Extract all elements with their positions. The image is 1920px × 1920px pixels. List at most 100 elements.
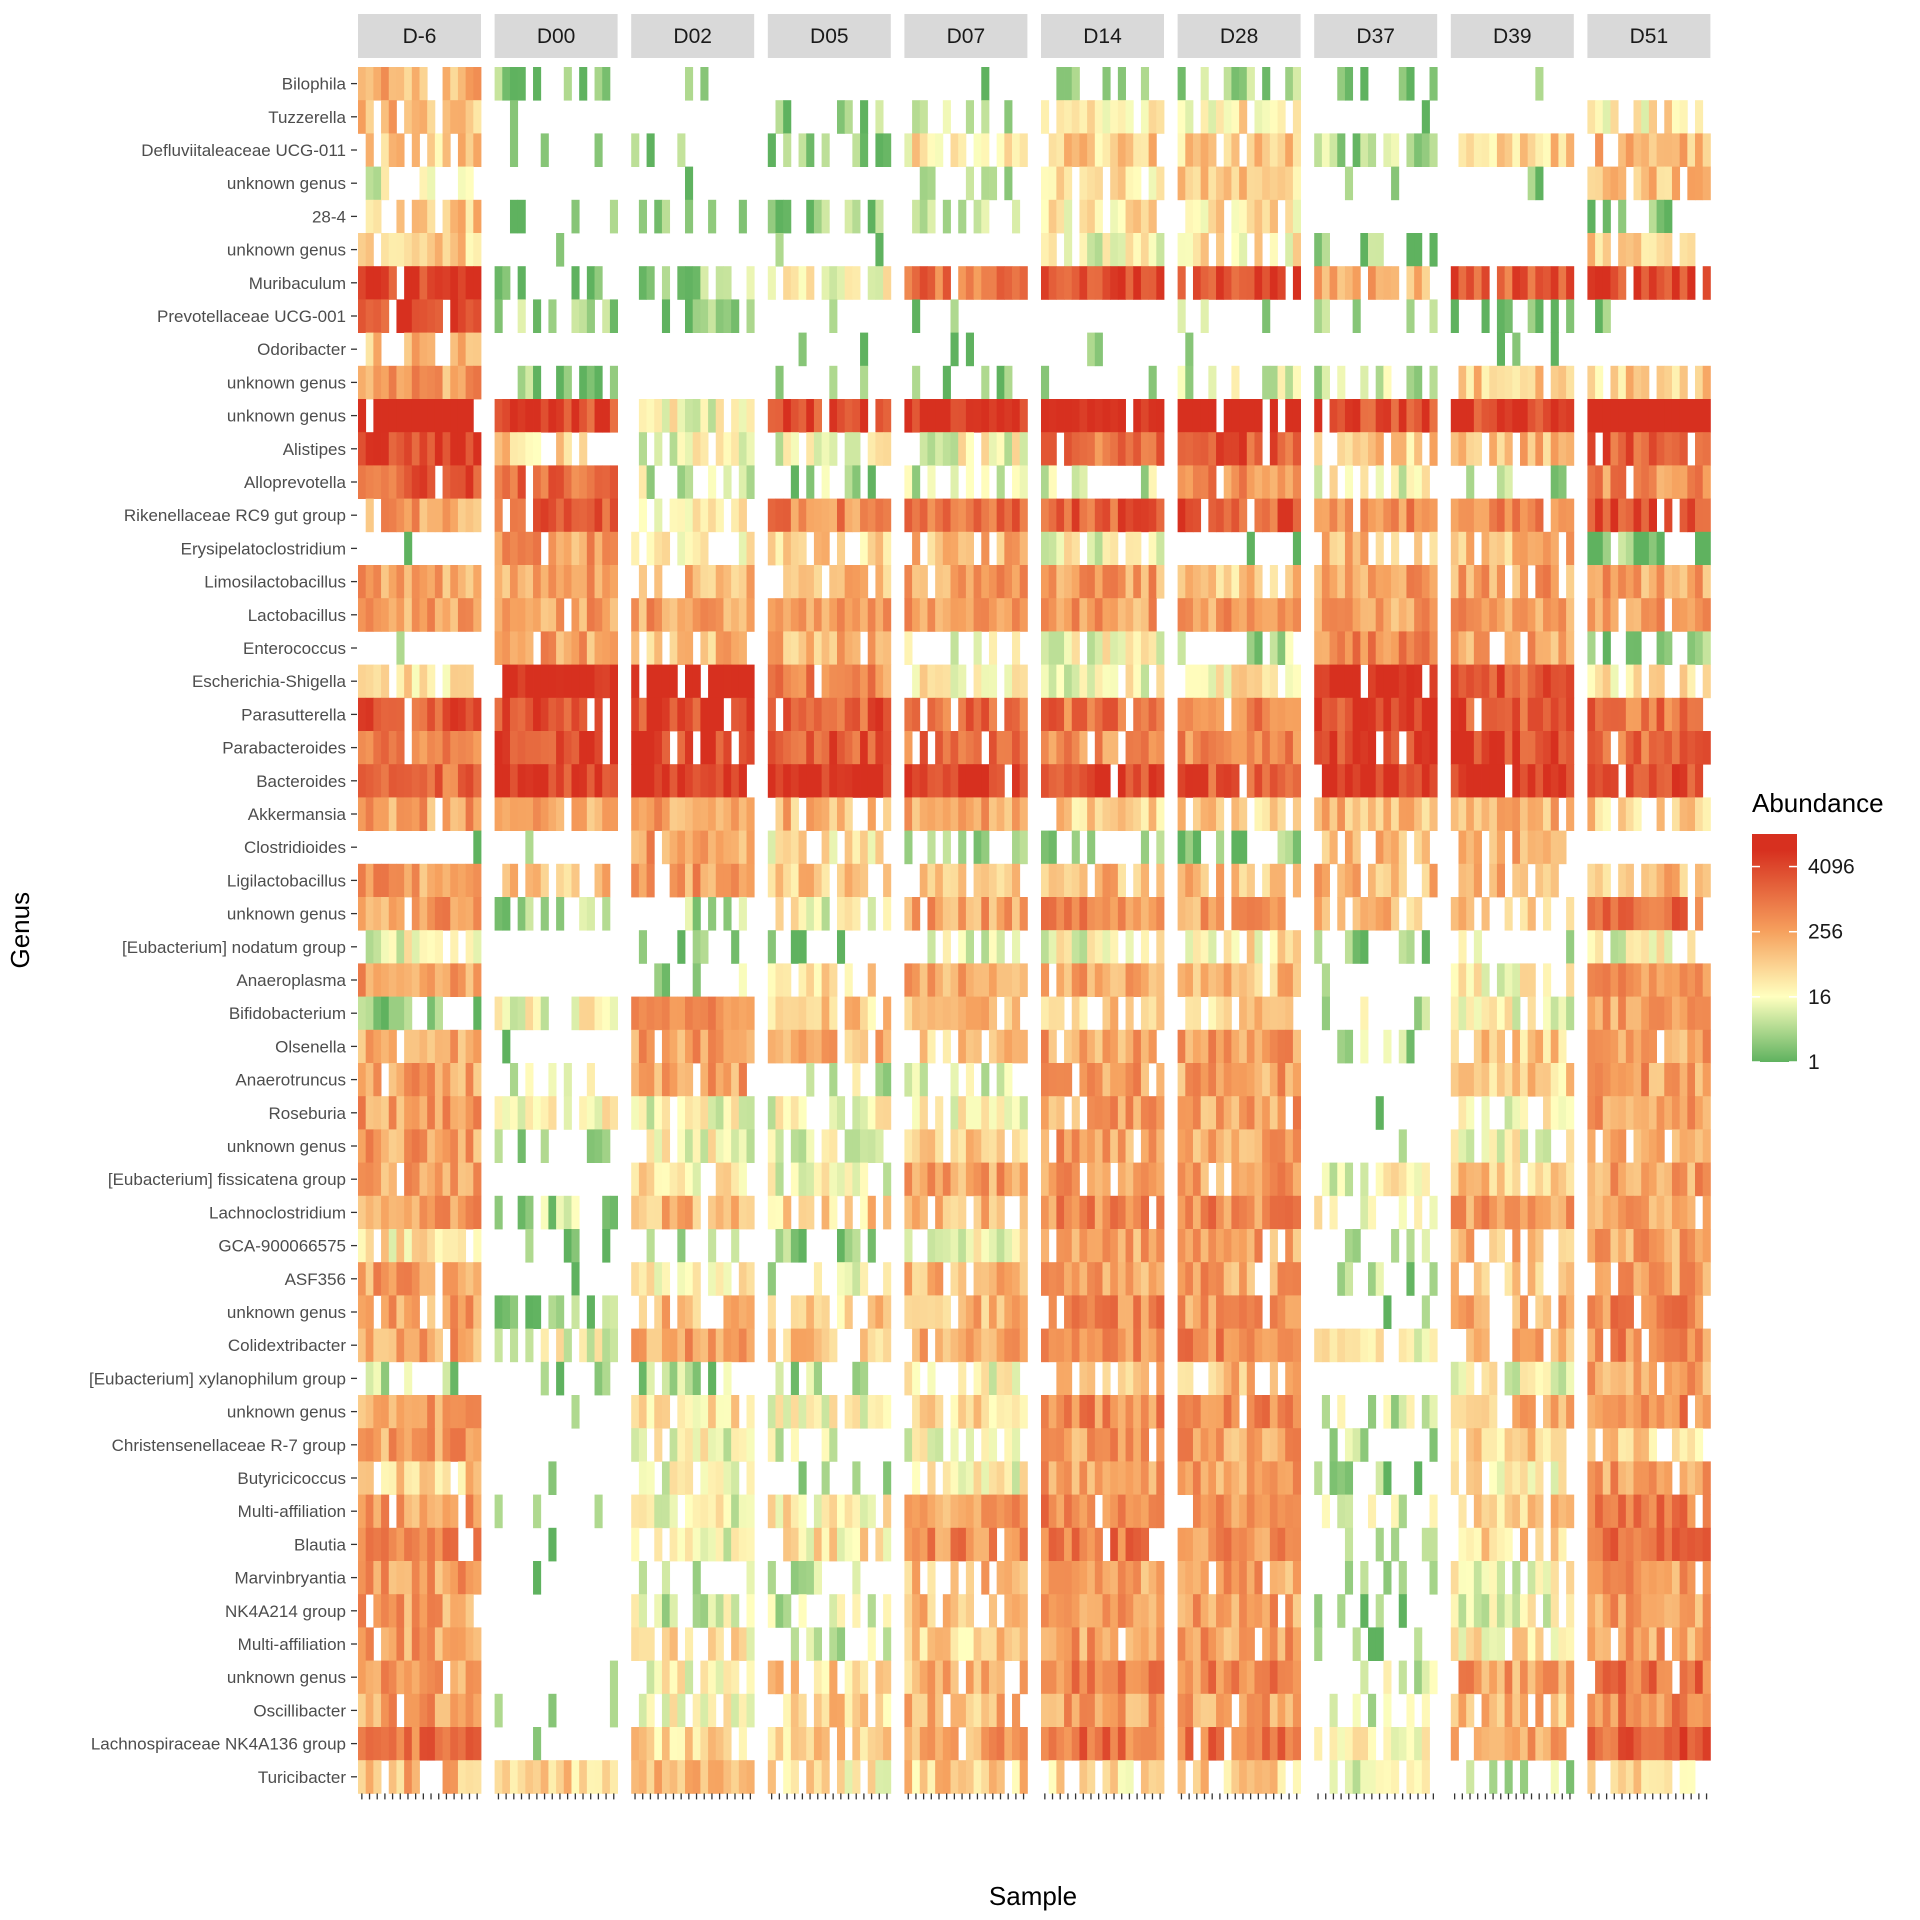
heatmap-cell <box>1117 1361 1126 1396</box>
heatmap-cell <box>775 432 784 466</box>
heatmap-cell <box>1056 1395 1065 1429</box>
heatmap-cell <box>1239 1229 1248 1263</box>
heatmap-cell <box>1094 432 1103 466</box>
heatmap-cell <box>996 731 1005 765</box>
heatmap-cell <box>1223 166 1232 201</box>
heatmap-cell <box>419 1029 428 1064</box>
heatmap-cell <box>1079 1627 1088 1661</box>
heatmap-cell <box>767 1129 776 1163</box>
heatmap-cell <box>738 797 747 831</box>
heatmap-cell <box>494 1096 503 1130</box>
heatmap-cell <box>1473 631 1482 665</box>
heatmap-cell <box>1383 664 1392 699</box>
heatmap-cell <box>860 133 869 167</box>
heatmap-cell <box>981 531 990 566</box>
heatmap-cell <box>1041 664 1050 699</box>
heatmap-cell <box>594 697 603 732</box>
heatmap-cell <box>427 930 436 964</box>
heatmap-cell <box>1543 664 1552 699</box>
heatmap-cell <box>1004 1162 1013 1197</box>
heatmap-cell <box>950 399 959 433</box>
heatmap-cell <box>1125 764 1134 798</box>
heatmap-cell <box>396 1527 405 1562</box>
heatmap-cell <box>1429 67 1438 101</box>
heatmap-cell <box>1262 1328 1271 1363</box>
heatmap-cell <box>473 1428 482 1462</box>
heatmap-cell <box>798 1162 807 1197</box>
heatmap-cell <box>1041 1328 1050 1363</box>
heatmap-cell <box>365 465 374 499</box>
heatmap-cell <box>1048 1063 1057 1097</box>
heatmap-cell <box>1314 697 1323 732</box>
heatmap-cell <box>1292 1195 1301 1230</box>
heatmap-cell <box>1368 1494 1377 1529</box>
heatmap-cell <box>767 1494 776 1529</box>
heatmap-cell <box>388 1063 397 1097</box>
heatmap-cell <box>1352 432 1361 466</box>
heatmap-cell <box>646 1063 655 1097</box>
heatmap-cell <box>1079 797 1088 831</box>
heatmap-cell <box>1254 1129 1263 1163</box>
heatmap-cell <box>1110 897 1119 931</box>
heatmap-cell <box>609 531 618 566</box>
heatmap-cell <box>1391 465 1400 499</box>
heatmap-cell <box>373 731 382 765</box>
heatmap-cell <box>473 1229 482 1263</box>
heatmap-cell <box>1368 1195 1377 1230</box>
heatmap-cell <box>677 1195 686 1230</box>
heatmap-cell <box>434 764 443 798</box>
heatmap-cell <box>1406 697 1415 732</box>
heatmap-cell <box>1337 1461 1346 1495</box>
heatmap-cell <box>388 1693 397 1728</box>
heatmap-cell <box>1064 399 1073 433</box>
heatmap-cell <box>631 531 640 566</box>
heatmap-cell <box>1231 797 1240 831</box>
heatmap-cell <box>1429 598 1438 632</box>
heatmap-cell <box>1481 299 1490 333</box>
heatmap-cell <box>715 266 724 300</box>
heatmap-cell <box>904 1063 913 1097</box>
heatmap-cell <box>965 930 974 964</box>
heatmap-cell <box>646 399 655 433</box>
heatmap-cell <box>1064 1527 1073 1562</box>
heatmap-cell <box>1087 830 1096 865</box>
heatmap-cell <box>965 797 974 831</box>
heatmap-cell <box>1344 830 1354 865</box>
heatmap-cell <box>388 963 397 997</box>
heatmap-cell <box>388 1195 397 1230</box>
heatmap-cell <box>1239 963 1248 997</box>
heatmap-cell <box>981 199 990 234</box>
heatmap-cell <box>996 1461 1005 1495</box>
heatmap-cell <box>646 631 655 665</box>
heatmap-cell <box>1185 598 1194 632</box>
heatmap-cell <box>1519 432 1529 466</box>
heatmap-cell <box>775 1660 784 1695</box>
heatmap-cell <box>731 1295 740 1329</box>
heatmap-cell <box>996 1129 1005 1163</box>
heatmap-cell <box>775 1727 784 1761</box>
heatmap-cell <box>1117 1727 1126 1761</box>
heatmap-cell <box>494 1693 503 1728</box>
heatmap-cell <box>1177 598 1186 632</box>
heatmap-cell <box>1321 1395 1330 1429</box>
heatmap-cell <box>594 1129 603 1163</box>
heatmap-cell <box>1216 697 1225 732</box>
heatmap-cell <box>1337 1162 1346 1197</box>
heatmap-cell <box>465 365 474 400</box>
heatmap-cell <box>1429 365 1438 400</box>
heatmap-cell <box>973 697 982 732</box>
heatmap-cell <box>1391 1395 1400 1429</box>
heatmap-cell <box>631 1262 640 1296</box>
heatmap-cell <box>731 1195 740 1230</box>
heatmap-cell <box>1185 1063 1194 1097</box>
heatmap-cell <box>1110 1029 1119 1064</box>
heatmap-cell <box>1406 731 1415 765</box>
heatmap-cell <box>358 432 367 466</box>
heatmap-cell <box>1110 199 1119 234</box>
heatmap-cell <box>502 697 511 732</box>
heatmap-cell <box>411 100 420 134</box>
heatmap-cell <box>579 498 588 533</box>
heatmap-cell <box>1368 1328 1377 1363</box>
heatmap-cell <box>1352 664 1361 699</box>
